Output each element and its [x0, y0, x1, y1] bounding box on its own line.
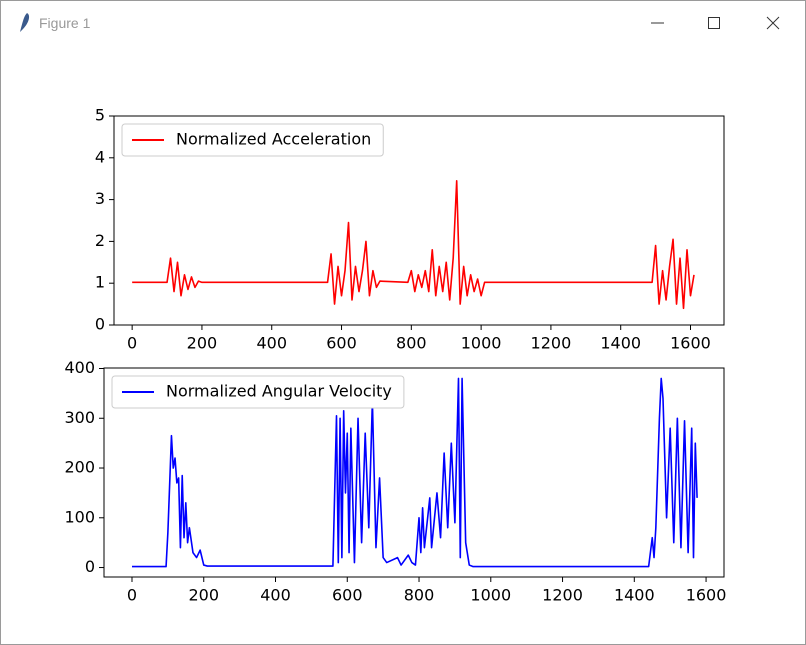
legend-label: Normalized Angular Velocity: [166, 382, 392, 401]
x-tick-label: 0: [127, 334, 137, 353]
x-tick-label: 1000: [461, 334, 502, 353]
window-title: Figure 1: [39, 15, 91, 31]
x-tick-label: 1200: [542, 586, 583, 605]
x-tick-label: 1600: [686, 586, 727, 605]
figure: 0 200 400 600 800 1000 1200 1400 1600012345Norma…: [64, 106, 727, 605]
y-tick-label: 0: [85, 557, 95, 576]
y-tick-label: 2: [95, 231, 105, 250]
y-tick-label: 200: [64, 458, 95, 477]
x-tick-label: 800: [396, 334, 427, 353]
y-tick-label: 4: [95, 147, 105, 166]
y-tick-label: 400: [64, 358, 95, 377]
window-controls[interactable]: [631, 1, 791, 45]
x-tick-label: 400: [260, 586, 291, 605]
x-tick-label: 600: [326, 334, 357, 353]
x-tick-label: 600: [332, 586, 363, 605]
y-tick-label: 5: [95, 106, 105, 125]
y-tick-label: 100: [64, 507, 95, 526]
close-button[interactable]: [766, 16, 780, 30]
title-bar: Figure 1: [1, 1, 805, 45]
y-tick-label: 1: [95, 273, 105, 292]
x-tick-label: 0: [127, 586, 137, 605]
x-tick-label: 400: [256, 334, 287, 353]
x-tick-label: 800: [404, 586, 435, 605]
x-tick-label: 1200: [531, 334, 572, 353]
x-tick-label: 200: [187, 334, 218, 353]
axes-frame: [103, 367, 725, 578]
x-tick-label: 1600: [670, 334, 711, 353]
legend: Normalized Acceleration: [121, 123, 384, 157]
axes-frame: [113, 115, 725, 326]
x-tick-label: 200: [188, 586, 219, 605]
app-icon: [20, 13, 30, 32]
x-tick-label: 1400: [614, 586, 655, 605]
legend-box: [111, 375, 405, 409]
y-tick-label: 3: [95, 189, 105, 208]
maximize-button[interactable]: [708, 17, 720, 29]
legend-box: [121, 123, 384, 157]
legend: Normalized Angular Velocity: [111, 375, 405, 409]
y-tick-label: 300: [64, 408, 95, 427]
data-line: [132, 179, 695, 310]
x-tick-label: 1000: [470, 586, 511, 605]
legend-label: Normalized Acceleration: [176, 130, 371, 149]
y-tick-label: 0: [95, 315, 105, 334]
x-tick-label: 1400: [600, 334, 641, 353]
data-line: [131, 377, 698, 568]
